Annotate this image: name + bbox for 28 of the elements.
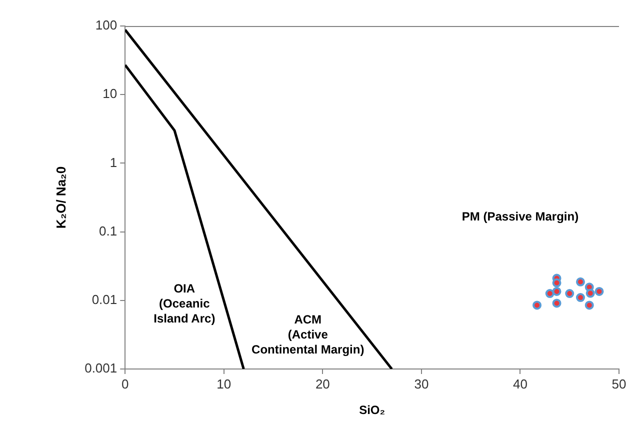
annotation: PM (Passive Margin) <box>462 210 579 224</box>
point <box>576 293 585 302</box>
annotation: OIA (Oceanic Island Arc) <box>154 282 216 326</box>
y-tick-label: 10 <box>102 86 118 102</box>
x-tick-label: 10 <box>216 376 232 392</box>
y-tick-label: 0.001 <box>84 360 118 376</box>
x-tick-label: 30 <box>414 376 429 392</box>
y-axis-title: K₂O/ Na₂0 <box>53 166 68 229</box>
point <box>576 277 585 286</box>
x-tick-label: 0 <box>122 376 129 392</box>
point <box>552 298 562 308</box>
x-tick-label: 20 <box>315 376 330 392</box>
y-tick-label: 100 <box>95 18 118 33</box>
point <box>565 289 574 298</box>
y-tick-label: 0.1 <box>99 223 118 238</box>
y-tick-label: 0.01 <box>92 292 118 307</box>
x-tick-label: 50 <box>612 376 626 392</box>
point <box>594 286 604 296</box>
point <box>552 278 562 288</box>
point <box>532 300 542 310</box>
annotation: ACM (Active Continental Margin) <box>252 312 364 356</box>
x-tick-label: 40 <box>512 376 528 392</box>
point <box>586 288 595 298</box>
point <box>545 289 554 298</box>
x-axis-title: SiO₂ <box>359 403 386 418</box>
y-tick-label: 1 <box>110 154 118 170</box>
point <box>584 300 594 310</box>
point <box>552 286 562 296</box>
